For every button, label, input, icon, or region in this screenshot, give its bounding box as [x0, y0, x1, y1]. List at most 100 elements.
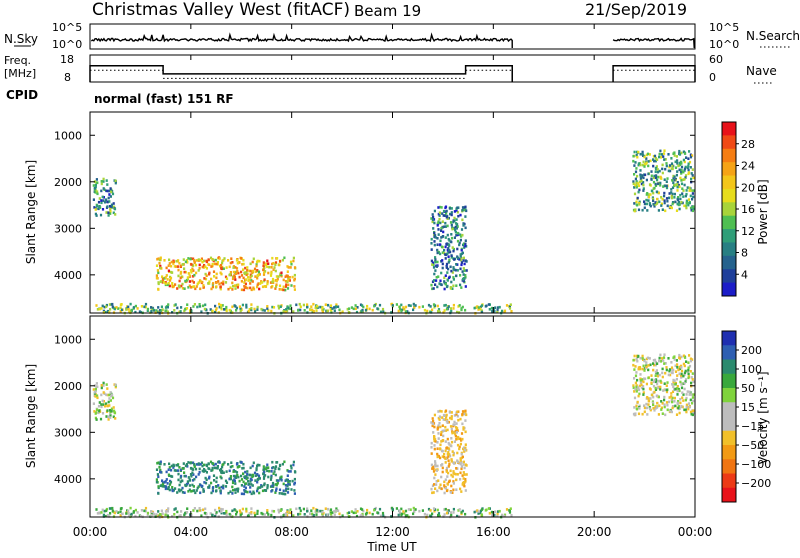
velocity-cell [638, 384, 641, 388]
freq-label-line1: Freq. [4, 54, 31, 67]
velocity-cell [270, 476, 273, 479]
velocity-cell [662, 389, 665, 392]
velocity-cell [286, 484, 289, 488]
velocity-cell [680, 405, 683, 408]
power-cell [223, 257, 226, 260]
velocity-cell [462, 477, 465, 480]
power-cell [638, 188, 641, 192]
power-cell [222, 282, 225, 286]
power-cell [120, 303, 123, 306]
power-cell [687, 168, 690, 172]
power-cell [228, 273, 231, 277]
velocity-cell [231, 485, 234, 489]
velocity-cell [193, 463, 196, 466]
power-cell [98, 197, 101, 200]
power-cell [680, 182, 684, 186]
velocity-cell [508, 509, 511, 512]
velocity-cell [635, 385, 638, 389]
velocity-cell [140, 509, 143, 512]
velocity-cell [460, 512, 463, 516]
power-cell [636, 174, 639, 178]
power-cell [430, 283, 433, 287]
power-cell [637, 190, 640, 194]
power-cell [252, 286, 255, 290]
power-cell [691, 154, 694, 157]
velocity-cell [196, 509, 199, 513]
velocity-cell [177, 488, 180, 491]
power-cell [187, 272, 190, 275]
power-cell [224, 308, 227, 311]
velocity-cell [202, 488, 205, 491]
power-cell [231, 281, 234, 285]
power-cell [508, 305, 511, 308]
power-cell [286, 280, 289, 284]
velocity-cell [253, 471, 257, 475]
power-cell [441, 212, 444, 215]
power-cell [110, 203, 113, 207]
power-cell [639, 177, 642, 180]
velocity-cell [663, 362, 666, 365]
velocity-cell [275, 487, 278, 490]
power-cell [210, 277, 213, 281]
velocity-cell [448, 453, 451, 456]
velocity-cell [497, 510, 500, 513]
velocity-cell [404, 509, 408, 513]
velocity-cell [642, 387, 645, 391]
velocity-cell [433, 483, 436, 486]
power-cell [150, 306, 153, 309]
velocity-cell [155, 478, 158, 481]
velocity-cell [647, 368, 650, 372]
velocity-cell [267, 513, 270, 516]
velocity-cell [187, 476, 190, 479]
power-cell [256, 283, 259, 287]
power-cell [462, 256, 465, 260]
colorbar-segment [722, 215, 736, 230]
velocity-cell [670, 361, 673, 364]
power-cell [331, 307, 334, 310]
power-cell [689, 166, 692, 169]
power-cell [437, 310, 440, 313]
power-cell [441, 266, 444, 270]
velocity-cell [436, 508, 439, 512]
power-cell [459, 255, 462, 258]
power-cell [635, 200, 638, 204]
power-cell [493, 309, 496, 313]
power-cell [158, 310, 161, 313]
power-cell [100, 201, 103, 205]
velocity-cell [508, 511, 512, 514]
velocity-cell [204, 507, 207, 511]
velocity-cell [167, 473, 170, 477]
power-cell [462, 273, 465, 276]
velocity-cell [686, 390, 689, 393]
velocity-cell [457, 418, 460, 422]
velocity-cell [110, 407, 113, 411]
velocity-cell [656, 374, 659, 378]
velocity-cell [455, 426, 458, 429]
power-cell [218, 282, 221, 286]
velocity-cell [433, 509, 436, 513]
power-cell [465, 260, 468, 263]
power-cell [258, 259, 261, 263]
power-cell [220, 306, 223, 309]
velocity-cell [673, 379, 676, 383]
power-cell [685, 199, 688, 203]
velocity-cell [445, 466, 449, 470]
power-cell [442, 235, 445, 238]
power-cell [691, 192, 694, 195]
nave-tick-bottom: 0 [709, 71, 716, 84]
velocity-cell [101, 412, 105, 415]
velocity-cell [170, 464, 173, 468]
power-cell [143, 305, 146, 309]
power-cell [462, 224, 465, 227]
power-cell [282, 278, 285, 282]
power-cell [227, 287, 230, 291]
velocity-cell [645, 406, 648, 410]
power-cell [202, 259, 206, 263]
power-cell [433, 209, 436, 213]
power-cell [188, 284, 191, 288]
velocity-cell [195, 489, 198, 492]
power-cell [652, 176, 655, 180]
power-cell [653, 205, 656, 208]
velocity-cell [632, 386, 635, 390]
power-cell [270, 266, 273, 269]
